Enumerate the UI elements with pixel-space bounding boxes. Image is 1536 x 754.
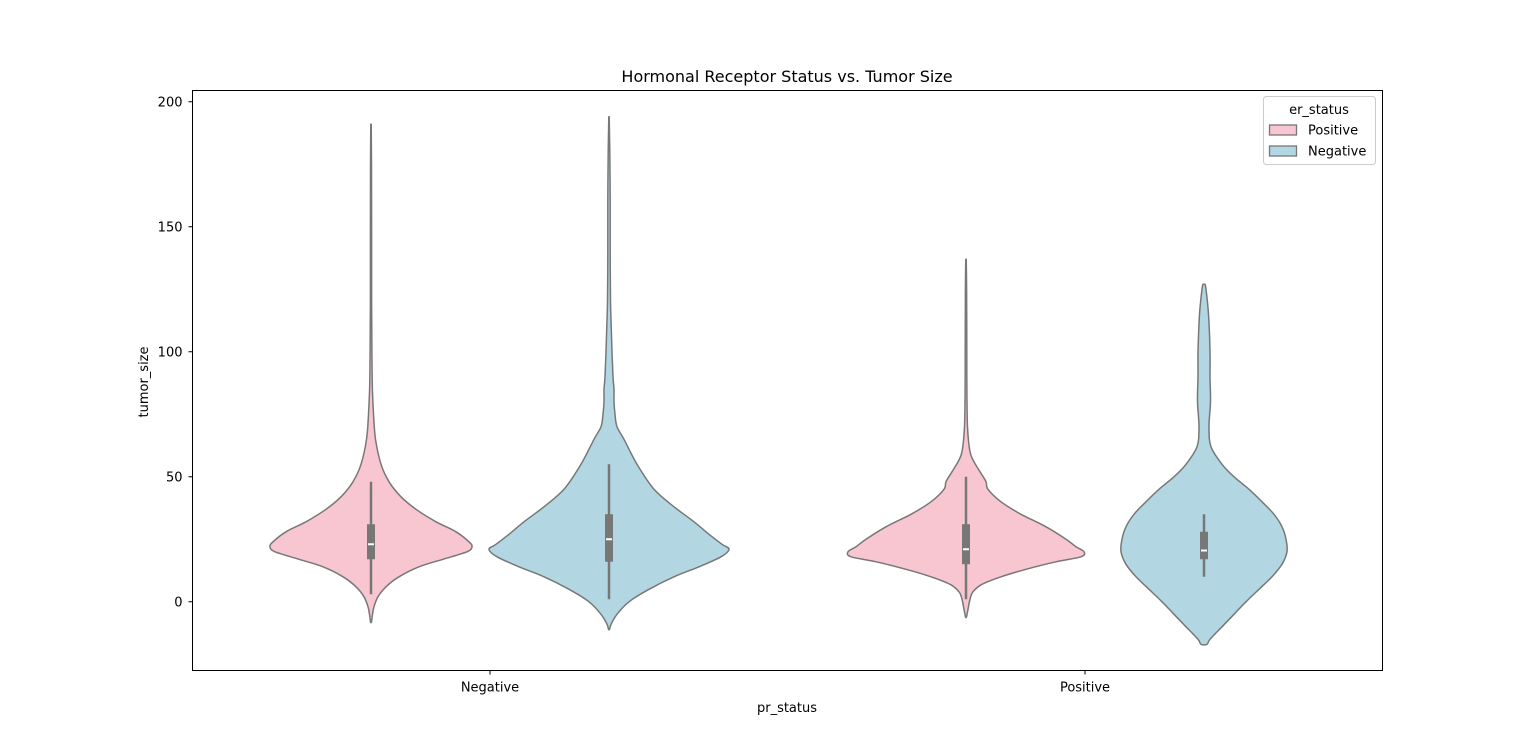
- y-tick-label: 100: [158, 345, 183, 360]
- violin-iqr-box: [1200, 531, 1208, 560]
- legend: er_status Positive Negative: [1263, 96, 1376, 165]
- violin-body: [488, 116, 730, 631]
- violin-positive-negative: [269, 123, 473, 624]
- plot-frame: [192, 90, 1383, 671]
- y-tick-label: 200: [158, 95, 183, 110]
- violins-layer: [269, 116, 1289, 646]
- violin-negative-negative: [488, 116, 730, 631]
- x-tick-label: Negative: [461, 681, 519, 696]
- y-axis: 0 50 100 150 200: [158, 95, 193, 610]
- y-tick-label: 50: [166, 470, 183, 485]
- y-tick-label: 150: [158, 220, 183, 235]
- violin-positive-positive: [846, 258, 1086, 619]
- violin-body: [846, 258, 1086, 619]
- x-axis-label: pr_status: [757, 701, 817, 716]
- legend-swatch-negative: [1268, 145, 1298, 157]
- violin-negative-positive: [1119, 283, 1289, 646]
- legend-label-negative: Negative: [1308, 145, 1366, 160]
- y-tick-label: 0: [174, 595, 182, 610]
- violin-iqr-box: [367, 524, 375, 560]
- violin-body: [1119, 283, 1289, 646]
- legend-title: er_status: [1289, 103, 1349, 118]
- x-axis: Negative Positive: [461, 670, 1110, 696]
- y-axis-label: tumor_size: [137, 346, 152, 417]
- violin-iqr-box: [962, 524, 970, 565]
- x-tick-label: Positive: [1060, 681, 1110, 696]
- chart-title: Hormonal Receptor Status vs. Tumor Size: [621, 67, 952, 86]
- violin-iqr-box: [605, 514, 613, 562]
- legend-label-positive: Positive: [1308, 124, 1358, 139]
- violin-body: [269, 123, 473, 624]
- legend-swatch-positive: [1268, 124, 1298, 136]
